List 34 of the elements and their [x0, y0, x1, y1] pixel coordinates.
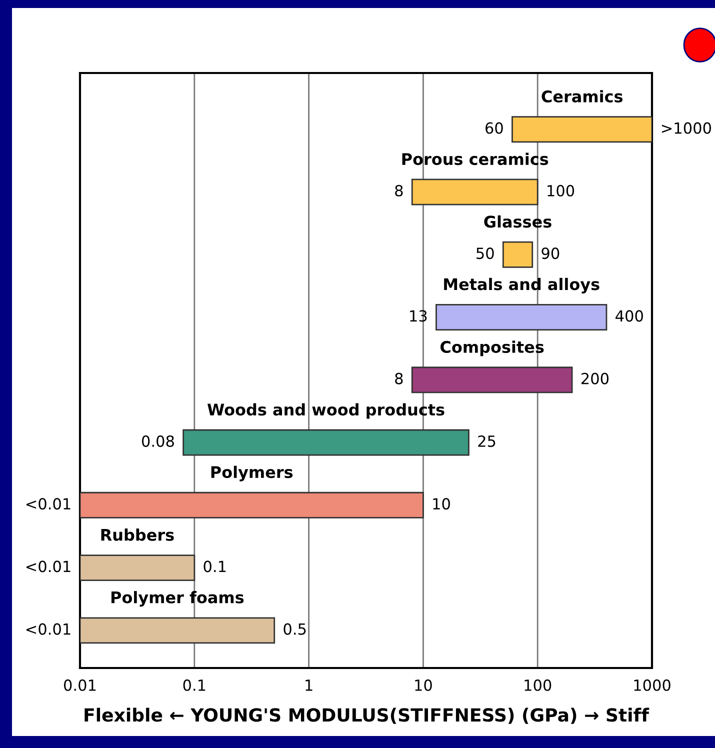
annotation: 60 — [486, 122, 503, 134]
annotation: 13 — [410, 310, 427, 322]
y-tick-label: Metals and alloys — [444, 278, 600, 294]
annotation: 100 — [548, 184, 574, 196]
y-tick-label: Porous ceramics — [402, 152, 548, 166]
y-tick-label: Polymers — [211, 466, 293, 482]
x-tick-label: 100 — [524, 679, 552, 691]
y-tick-label: Polymer foams — [111, 591, 244, 607]
annotation: 50 — [476, 248, 494, 260]
annotation: 0.08 — [142, 435, 174, 447]
y-tick-label: Composites — [440, 340, 544, 356]
annotation: 400 — [616, 310, 643, 322]
annotation: 0.1 — [204, 560, 226, 572]
annotation: 0.5 — [284, 623, 306, 635]
x-tick-label: 0.01 — [64, 679, 96, 691]
x-tick-label: 1 — [306, 680, 312, 691]
y-tick-label: Ceramics — [542, 90, 623, 102]
annotation: 8 — [395, 372, 403, 384]
y-tick-label: Woods and wood products — [207, 403, 444, 419]
y-tick-label: Rubbers — [101, 528, 174, 541]
annotation: <0.01 — [26, 560, 70, 572]
annotation: <0.01 — [26, 498, 70, 510]
x-tick-label: 10 — [415, 679, 432, 691]
annotation: >1000 — [662, 122, 711, 134]
annotation: <0.01 — [26, 623, 70, 635]
x-tick-label: 0.1 — [183, 679, 206, 691]
annotation: 200 — [581, 372, 609, 384]
x-axis-title: Flexible ← YOUNG'S MODULUS(STIFFNESS) (GPa) → Stiff — [84, 708, 650, 724]
y-tick-label: Glasses — [484, 215, 552, 228]
annotation: 25 — [478, 435, 496, 447]
annotation: 8 — [395, 184, 403, 196]
x-tick-label: 1000 — [634, 679, 670, 691]
annotation: 10 — [433, 498, 450, 510]
annotation: 90 — [542, 248, 560, 260]
